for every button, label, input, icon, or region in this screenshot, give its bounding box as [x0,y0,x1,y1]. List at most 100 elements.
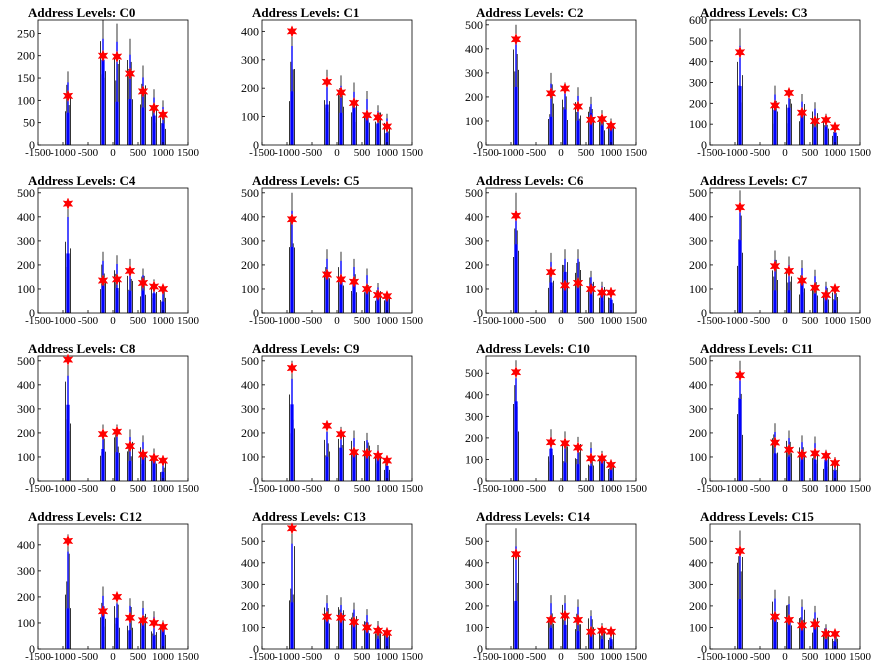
y-tick-label: 300 [689,234,707,248]
y-tick-label: 200 [465,90,483,104]
x-tick-label: 500 [354,483,371,495]
level-marker [559,279,571,292]
y-tick-label: 500 [465,186,483,200]
level-marker [157,282,169,296]
y-tick-label: 200 [689,258,707,272]
y-tick-label: 0 [701,138,707,152]
level-marker [572,613,584,627]
x-tick-label: 1500 [849,651,872,663]
level-marker [124,264,136,278]
level-marker [734,544,746,558]
x-tick-label: -1500 [249,483,275,495]
y-tick-label: 400 [689,556,707,570]
chart-title: Address Levels: C0 [28,5,136,20]
x-tick-label: 0 [110,147,116,159]
level-marker [510,33,522,46]
y-tick-label: 300 [465,66,483,80]
x-tick-label: 500 [130,147,147,159]
level-marker [545,613,557,627]
x-tick-label: -1000 [498,651,524,663]
x-tick-label: -500 [526,651,547,663]
x-tick-label: 500 [354,651,371,663]
x-tick-label: 0 [558,483,564,495]
chart-panel-c0: Address Levels: C0 0 50 100 150 200 250 -1500 -1… [0,0,224,168]
histogram-peak [548,72,554,145]
y-tick-label: 100 [465,620,483,634]
x-tick-label: 1500 [177,483,200,495]
x-tick-label: 1500 [177,147,200,159]
histogram-peak [151,89,157,145]
x-tick-label: 500 [578,651,595,663]
chart-title: Address Levels: C13 [252,509,366,524]
level-marker [572,441,584,454]
histogram-peak [772,85,778,145]
y-tick-label: 500 [689,186,707,200]
level-marker [348,445,360,459]
level-marker [137,448,149,461]
x-tick-label: 1000 [824,147,847,159]
chart-title: Address Levels: C3 [700,5,808,20]
chart-plot: 0 100 200 300 400 500 -1500 -1000 -500 0 500 1000 15… [689,523,872,663]
chart-plot: 0 50 100 150 200 250 -1500 -1000 -500 0 500 1000 150… [17,19,200,159]
level-marker [605,119,617,132]
x-tick-label: 0 [558,651,564,663]
y-tick-label: 300 [241,577,259,591]
level-marker [62,197,74,210]
y-tick-label: 100 [241,620,259,634]
x-tick-label: 1000 [152,147,175,159]
level-marker [734,201,746,214]
y-tick-label: 100 [17,616,35,630]
x-tick-label: 500 [354,147,371,159]
level-marker [585,113,597,126]
x-tick-label: 1000 [600,315,623,327]
chart-plot: 0 100 200 300 400 500 -1500 -1000 -500 0 500 1000 15… [465,186,648,327]
level-marker [321,419,333,432]
histogram-peak [351,82,357,145]
level-marker [335,86,347,99]
chart-plot: 0 100 200 300 400 500 -1500 -1000 -500 0 500 1000 15… [465,523,648,663]
histogram-peak [338,426,344,481]
y-tick-label: 50 [23,116,35,130]
x-tick-label: -1000 [274,483,300,495]
y-tick-label: 200 [689,426,707,440]
chart-title: Address Levels: C4 [28,173,136,188]
y-tick-label: 100 [17,450,35,464]
x-tick-label: 1500 [401,483,424,495]
x-tick-label: -1000 [274,147,300,159]
level-marker [585,625,597,638]
x-tick-label: -1500 [25,147,51,159]
y-tick-label: 100 [689,117,707,131]
chart-plot: 0 100 200 300 400 500 -1500 -1000 -500 0 500 1000 15… [17,186,200,327]
chart-panel-c6: Address Levels: C6 0 100 200 300 400 500 -1500-… [448,168,672,336]
y-tick-label: 500 [241,534,259,548]
level-marker [286,25,298,38]
x-tick-label: -1500 [25,483,51,495]
level-marker [559,609,571,622]
level-marker [137,85,149,98]
chart-plot: 0 100 200 300 400 500 -1500 -1000 -500 0 500 1000 15… [689,354,872,495]
chart-plot: 0 100 200 300 400 -1500 -1000 -500 0 500 1000 1500 [17,523,200,663]
histogram-peak [562,82,568,145]
level-marker [361,621,373,634]
level-marker [769,259,781,273]
x-tick-label: 0 [334,315,340,327]
level-marker [148,280,160,293]
y-tick-label: 0 [29,138,35,152]
level-marker [97,274,109,287]
y-tick-label: 0 [253,642,259,656]
y-tick-label: 100 [17,282,35,296]
histogram-peak [289,360,295,481]
level-marker [572,276,584,290]
histogram-peak [737,28,743,145]
x-tick-label: 0 [110,651,116,663]
x-tick-label: 500 [130,315,147,327]
x-tick-label: 1500 [849,483,872,495]
x-tick-label: -1500 [25,651,51,663]
level-marker [321,75,333,89]
x-tick-label: 0 [334,651,340,663]
y-tick-label: 200 [17,590,35,604]
x-tick-label: 500 [578,315,595,327]
level-marker [545,265,557,279]
y-tick-label: 300 [689,402,707,416]
x-tick-label: -1500 [249,315,275,327]
